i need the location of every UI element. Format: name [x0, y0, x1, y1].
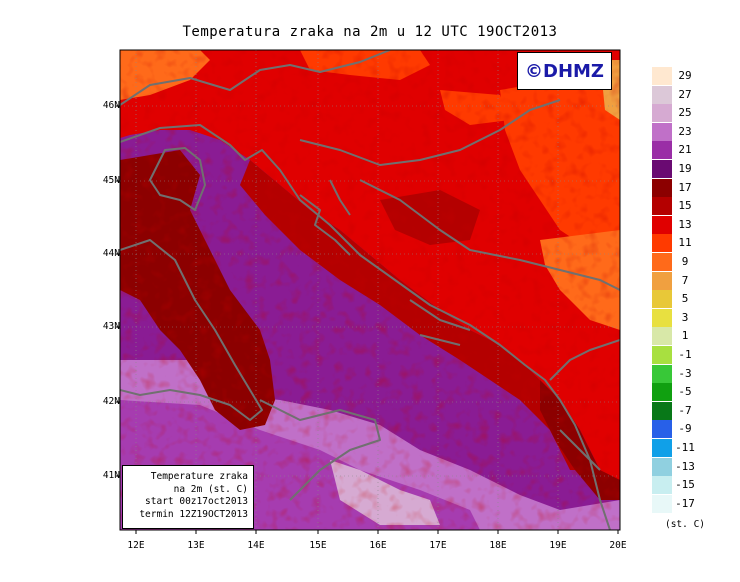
legend-swatch	[652, 346, 672, 364]
coastlines	[120, 50, 620, 530]
legend-swatch	[652, 122, 672, 141]
legend-label: -1	[678, 348, 692, 361]
legend-label: 13	[678, 217, 692, 231]
lat-label: 46N	[102, 100, 120, 111]
lon-label: 18E	[489, 540, 507, 551]
lat-label: 45N	[102, 175, 120, 186]
legend-swatch	[652, 439, 672, 457]
legend-swatch	[652, 141, 672, 160]
temperature-field	[120, 50, 620, 530]
legend-swatch	[652, 160, 672, 178]
legend-label: -3	[678, 366, 692, 380]
legend-swatch	[652, 476, 672, 495]
legend-label: -13	[675, 459, 695, 473]
legend-swatch	[652, 420, 672, 439]
legend-swatch	[652, 271, 672, 290]
legend-swatch	[652, 85, 672, 104]
legend-swatch	[652, 178, 672, 197]
legend-label: 17	[678, 180, 692, 194]
legend-label: 27	[678, 87, 692, 101]
lon-label: 13E	[187, 540, 205, 551]
legend-label: -5	[678, 385, 692, 399]
info-line-4: termin 12Z19OCT2013	[139, 508, 248, 520]
legend-label: 15	[678, 199, 692, 213]
info-box: Temperature zraka na 2m (st. C) start 00…	[122, 465, 254, 529]
legend-label: -9	[678, 422, 692, 436]
legend-label: 23	[678, 124, 692, 138]
legend-swatch	[652, 234, 672, 253]
legend-label: -7	[678, 403, 692, 417]
legend-label: 1	[681, 329, 689, 343]
legend-swatch	[652, 327, 672, 346]
legend-label: 9	[681, 255, 689, 268]
legend-swatch	[652, 383, 672, 402]
axis-ticks	[116, 105, 619, 534]
legend-label: 7	[681, 273, 689, 287]
legend-unit: (st. C)	[664, 519, 706, 530]
lat-label: 43N	[102, 321, 120, 332]
legend-label: 25	[678, 106, 692, 120]
plot-frame	[119, 49, 621, 531]
legend-label: 3	[681, 310, 689, 324]
legend-swatch	[652, 457, 672, 476]
grid-lines	[120, 50, 620, 530]
legend-swatch	[652, 494, 672, 513]
info-line-1: Temperature zraka	[150, 471, 248, 482]
legend-swatch	[652, 401, 672, 420]
legend-label: 29	[678, 69, 692, 82]
legend-swatch	[652, 197, 672, 216]
lon-label: 16E	[369, 540, 387, 551]
legend-label: -15	[675, 478, 695, 492]
lon-label: 19E	[549, 540, 567, 551]
map-title: Temperatura zraka na 2m u 12 UTC 19OCT20…	[182, 24, 558, 40]
lon-label: 20E	[609, 540, 627, 551]
legend-swatch	[652, 104, 672, 123]
lon-label: 12E	[127, 540, 145, 551]
legend-label: 5	[681, 292, 689, 306]
lon-label: 15E	[309, 540, 327, 551]
info-line-2: na 2m (st. C)	[173, 483, 248, 495]
lon-label: 17E	[429, 540, 447, 551]
legend-swatch	[652, 308, 672, 327]
lat-label: 41N	[102, 470, 120, 481]
lat-label: 42N	[102, 396, 120, 407]
legend-label: -17	[675, 496, 695, 510]
legend-label: 21	[678, 143, 692, 157]
legend-label: 11	[678, 236, 692, 250]
legend-label: -11	[675, 441, 695, 454]
legend-swatch	[652, 290, 672, 309]
legend-label: 19	[678, 162, 692, 175]
legend-swatch	[652, 67, 672, 85]
lat-label: 44N	[102, 248, 120, 259]
info-line-3: start 00z17oct2013	[145, 496, 248, 507]
legend-swatch	[652, 253, 672, 271]
dhmz-logo: ©DHMZ	[517, 52, 612, 90]
legend-swatch	[652, 215, 672, 234]
lon-label: 14E	[247, 540, 265, 551]
legend-swatch	[652, 364, 672, 383]
